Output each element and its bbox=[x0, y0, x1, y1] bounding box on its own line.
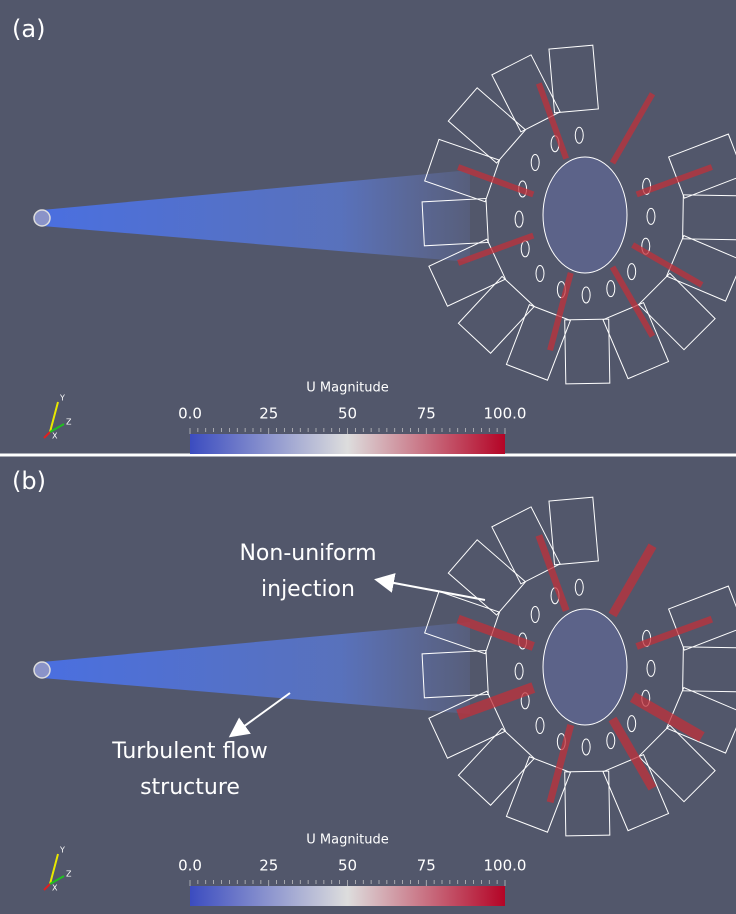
annotation: injection bbox=[261, 577, 355, 602]
axis-label: Z bbox=[66, 418, 72, 427]
colorbar bbox=[190, 434, 505, 454]
hub bbox=[543, 609, 627, 725]
colorbar-tick-label: 25 bbox=[259, 857, 278, 875]
nozzle bbox=[34, 662, 50, 678]
annotation: Non-uniform bbox=[239, 541, 376, 566]
colorbar-tick-label: 100.0 bbox=[484, 857, 527, 875]
panel-label: (b) bbox=[12, 467, 46, 495]
annotation: structure bbox=[140, 775, 240, 800]
hub bbox=[543, 157, 627, 273]
colorbar-tick-label: 50 bbox=[338, 405, 357, 423]
colorbar-title: U Magnitude bbox=[306, 833, 389, 848]
axis-label: Y bbox=[59, 846, 65, 855]
colorbar-tick-label: 0.0 bbox=[178, 405, 202, 423]
axis-label: X bbox=[52, 432, 58, 441]
axis-label: Y bbox=[59, 394, 65, 403]
annotation: Turbulent flow bbox=[111, 739, 268, 764]
nozzle bbox=[34, 210, 50, 226]
colorbar-tick-label: 100.0 bbox=[484, 405, 527, 423]
colorbar-title: U Magnitude bbox=[306, 381, 389, 396]
axis-label: Z bbox=[66, 870, 72, 879]
colorbar-tick-label: 75 bbox=[417, 405, 436, 423]
axis-label: X bbox=[52, 884, 58, 893]
colorbar-tick-label: 25 bbox=[259, 405, 278, 423]
colorbar-tick-label: 0.0 bbox=[178, 857, 202, 875]
colorbar-tick-label: 75 bbox=[417, 857, 436, 875]
colorbar bbox=[190, 886, 505, 906]
colorbar-tick-label: 50 bbox=[338, 857, 357, 875]
figure: (a)YXZU Magnitude0.0255075100.0(b)YXZU M… bbox=[0, 0, 736, 914]
panel-label: (a) bbox=[12, 15, 45, 43]
